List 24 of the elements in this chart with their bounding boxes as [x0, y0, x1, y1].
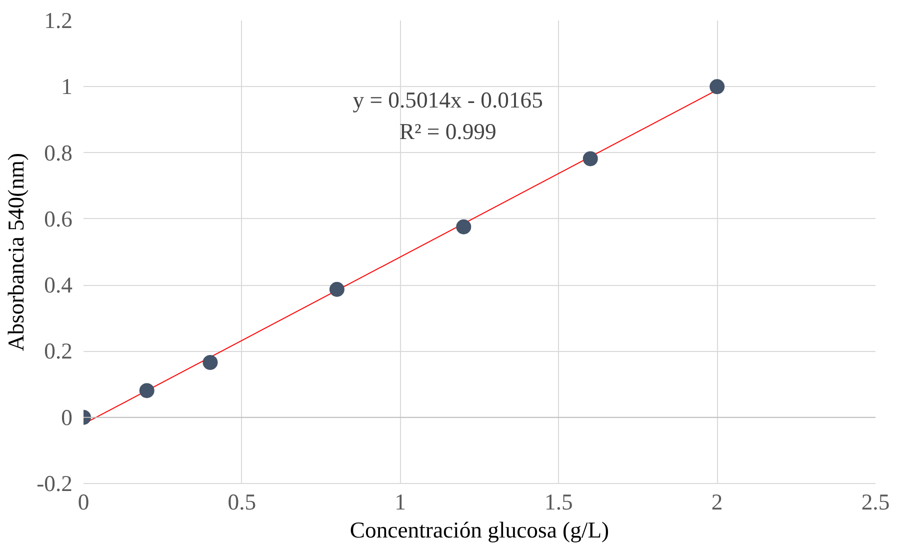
point	[329, 282, 344, 297]
x-tick-label: 1.5	[544, 490, 573, 514]
y-tick-label: 0.2	[44, 338, 73, 364]
point	[139, 383, 154, 398]
y-tick-label: 0.8	[44, 140, 73, 166]
x-tick-label: 0.5	[228, 490, 256, 514]
point	[582, 151, 598, 166]
y-tick-label: 1.2	[44, 8, 73, 33]
x-tick-label: 1	[394, 490, 406, 514]
annotation: y = 0.5014x - 0.0165	[352, 87, 543, 112]
y-tick-label: 0.4	[44, 272, 73, 298]
y-tick-label: 0.6	[44, 206, 73, 232]
y-tick-label: 1	[61, 74, 72, 100]
x-tick-label: 2	[711, 490, 723, 514]
y-tick-label: 0	[61, 404, 72, 430]
x-tick-label: 2.5	[861, 490, 890, 514]
x-tick-label: 0	[78, 490, 90, 514]
point	[710, 79, 725, 94]
point	[202, 354, 218, 370]
y-tick-label: -0.2	[36, 471, 73, 496]
x-axis-title: Concentración glucosa (g/L)	[350, 518, 610, 542]
point	[456, 219, 472, 234]
annotation: R² = 0.999	[399, 118, 496, 144]
y-axis-title: Absorbancia 540(nm)	[4, 152, 29, 352]
